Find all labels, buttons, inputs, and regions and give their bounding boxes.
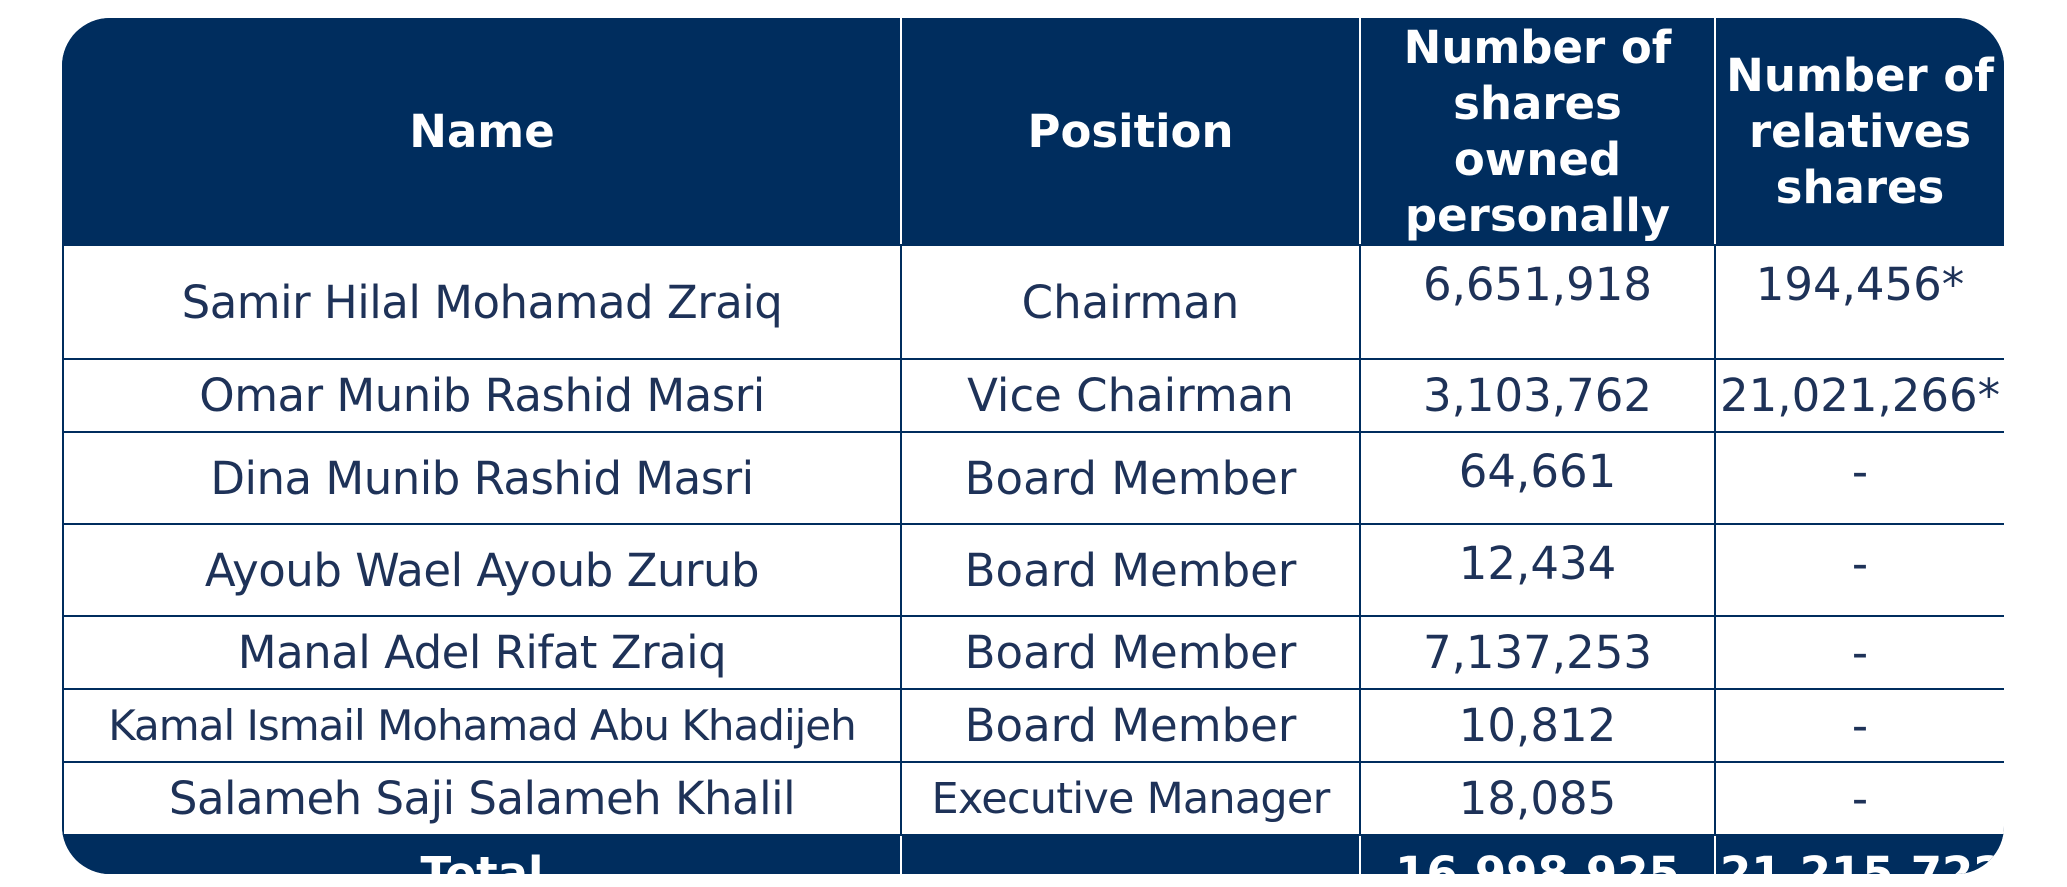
row-name: Dina Munib Rashid Masri (62, 431, 902, 525)
row-name: Salameh Saji Salameh Khalil (62, 761, 902, 836)
shareholding-table: Name Position Number of shares owned per… (62, 18, 2004, 874)
row-shares: 3,103,762 (1359, 358, 1716, 433)
table-row: Salameh Saji Salameh Khalil Executive Ma… (62, 761, 2004, 836)
row-relatives: - (1714, 761, 2004, 836)
row-relatives: - (1714, 523, 2004, 617)
row-shares: 10,812 (1359, 688, 1716, 763)
table-row: Ayoub Wael Ayoub Zurub Board Member 12,4… (62, 523, 2004, 617)
row-position: Chairman (900, 244, 1361, 360)
header-shares-personal: Number of shares owned personally (1359, 18, 1716, 246)
table-header-row: Name Position Number of shares owned per… (62, 18, 2004, 246)
table-row: Dina Munib Rashid Masri Board Member 64,… (62, 431, 2004, 525)
row-name: Ayoub Wael Ayoub Zurub (62, 523, 902, 617)
row-relatives: 21,021,266* (1714, 358, 2004, 433)
row-position: Board Member (900, 523, 1361, 617)
row-shares: 64,661 (1359, 431, 1716, 525)
table-row: Manal Adel Rifat Zraiq Board Member 7,13… (62, 615, 2004, 690)
row-position: Board Member (900, 615, 1361, 690)
row-relatives: - (1714, 615, 2004, 690)
row-position: Board Member (900, 688, 1361, 763)
table-row: Samir Hilal Mohamad Zraiq Chairman 6,651… (62, 244, 2004, 360)
table-row: Omar Munib Rashid Masri Vice Chairman 3,… (62, 358, 2004, 433)
row-relatives: - (1714, 431, 2004, 525)
row-position: Executive Manager (900, 761, 1361, 836)
shareholding-table-container: Name Position Number of shares owned per… (62, 18, 2004, 874)
row-shares: 7,137,253 (1359, 615, 1716, 690)
row-name: Omar Munib Rashid Masri (62, 358, 902, 433)
total-position (900, 834, 1361, 874)
row-position: Board Member (900, 431, 1361, 525)
table-row: Kamal Ismail Mohamad Abu Khadijeh Board … (62, 688, 2004, 763)
header-name: Name (62, 18, 902, 246)
row-name: Kamal Ismail Mohamad Abu Khadijeh (62, 688, 902, 763)
header-relatives-shares: Number of relatives shares (1714, 18, 2004, 246)
total-shares: 16,998,925 (1359, 834, 1716, 874)
total-relatives: 21,215,722 (1714, 834, 2004, 874)
row-position: Vice Chairman (900, 358, 1361, 433)
row-shares: 12,434 (1359, 523, 1716, 617)
row-shares: 18,085 (1359, 761, 1716, 836)
header-position: Position (900, 18, 1361, 246)
table-total-row: Total 16,998,925 21,215,722 (62, 834, 2004, 874)
row-shares: 6,651,918 (1359, 244, 1716, 360)
row-relatives: - (1714, 688, 2004, 763)
row-relatives: 194,456* (1714, 244, 2004, 360)
row-name: Samir Hilal Mohamad Zraiq (62, 244, 902, 360)
row-name: Manal Adel Rifat Zraiq (62, 615, 902, 690)
total-label: Total (62, 834, 902, 874)
